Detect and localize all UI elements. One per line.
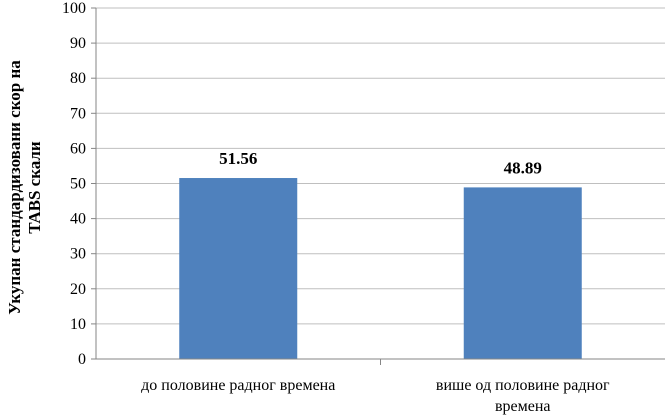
y-tick-label: 70 [70, 105, 86, 122]
y-tick-label: 100 [62, 0, 86, 17]
data-label: 48.89 [504, 158, 542, 177]
x-axis-categories: до половине радног времена више од полови… [141, 359, 610, 415]
data-label: 51.56 [219, 149, 257, 168]
x-category-label: до половине радног времена [141, 377, 335, 394]
bar [179, 178, 298, 359]
y-tick-label: 60 [70, 140, 86, 157]
y-tick-label: 0 [78, 351, 86, 368]
bar [463, 187, 582, 359]
y-tick-label: 20 [70, 281, 86, 298]
y-axis-title: Укупан стандардизовани скор на TABS скали [5, 60, 44, 315]
y-axis-title-line: TABS скали [25, 141, 44, 234]
bars [179, 178, 582, 359]
y-tick-label: 80 [70, 70, 86, 87]
data-labels: 51.56 48.89 [219, 149, 542, 177]
y-tick-label: 40 [70, 211, 86, 228]
x-category-label: времена [495, 398, 551, 415]
y-tick-label: 90 [70, 35, 86, 52]
y-tick-label: 10 [70, 316, 86, 333]
y-tick-label: 30 [70, 246, 86, 263]
y-tick-label: 50 [70, 176, 86, 193]
x-category-label: више од половине радног [436, 377, 610, 394]
y-axis-title-line: Укупан стандардизовани скор на [5, 60, 24, 315]
y-axis-ticks: 0 10 20 30 40 50 60 70 80 90 100 [62, 0, 96, 368]
